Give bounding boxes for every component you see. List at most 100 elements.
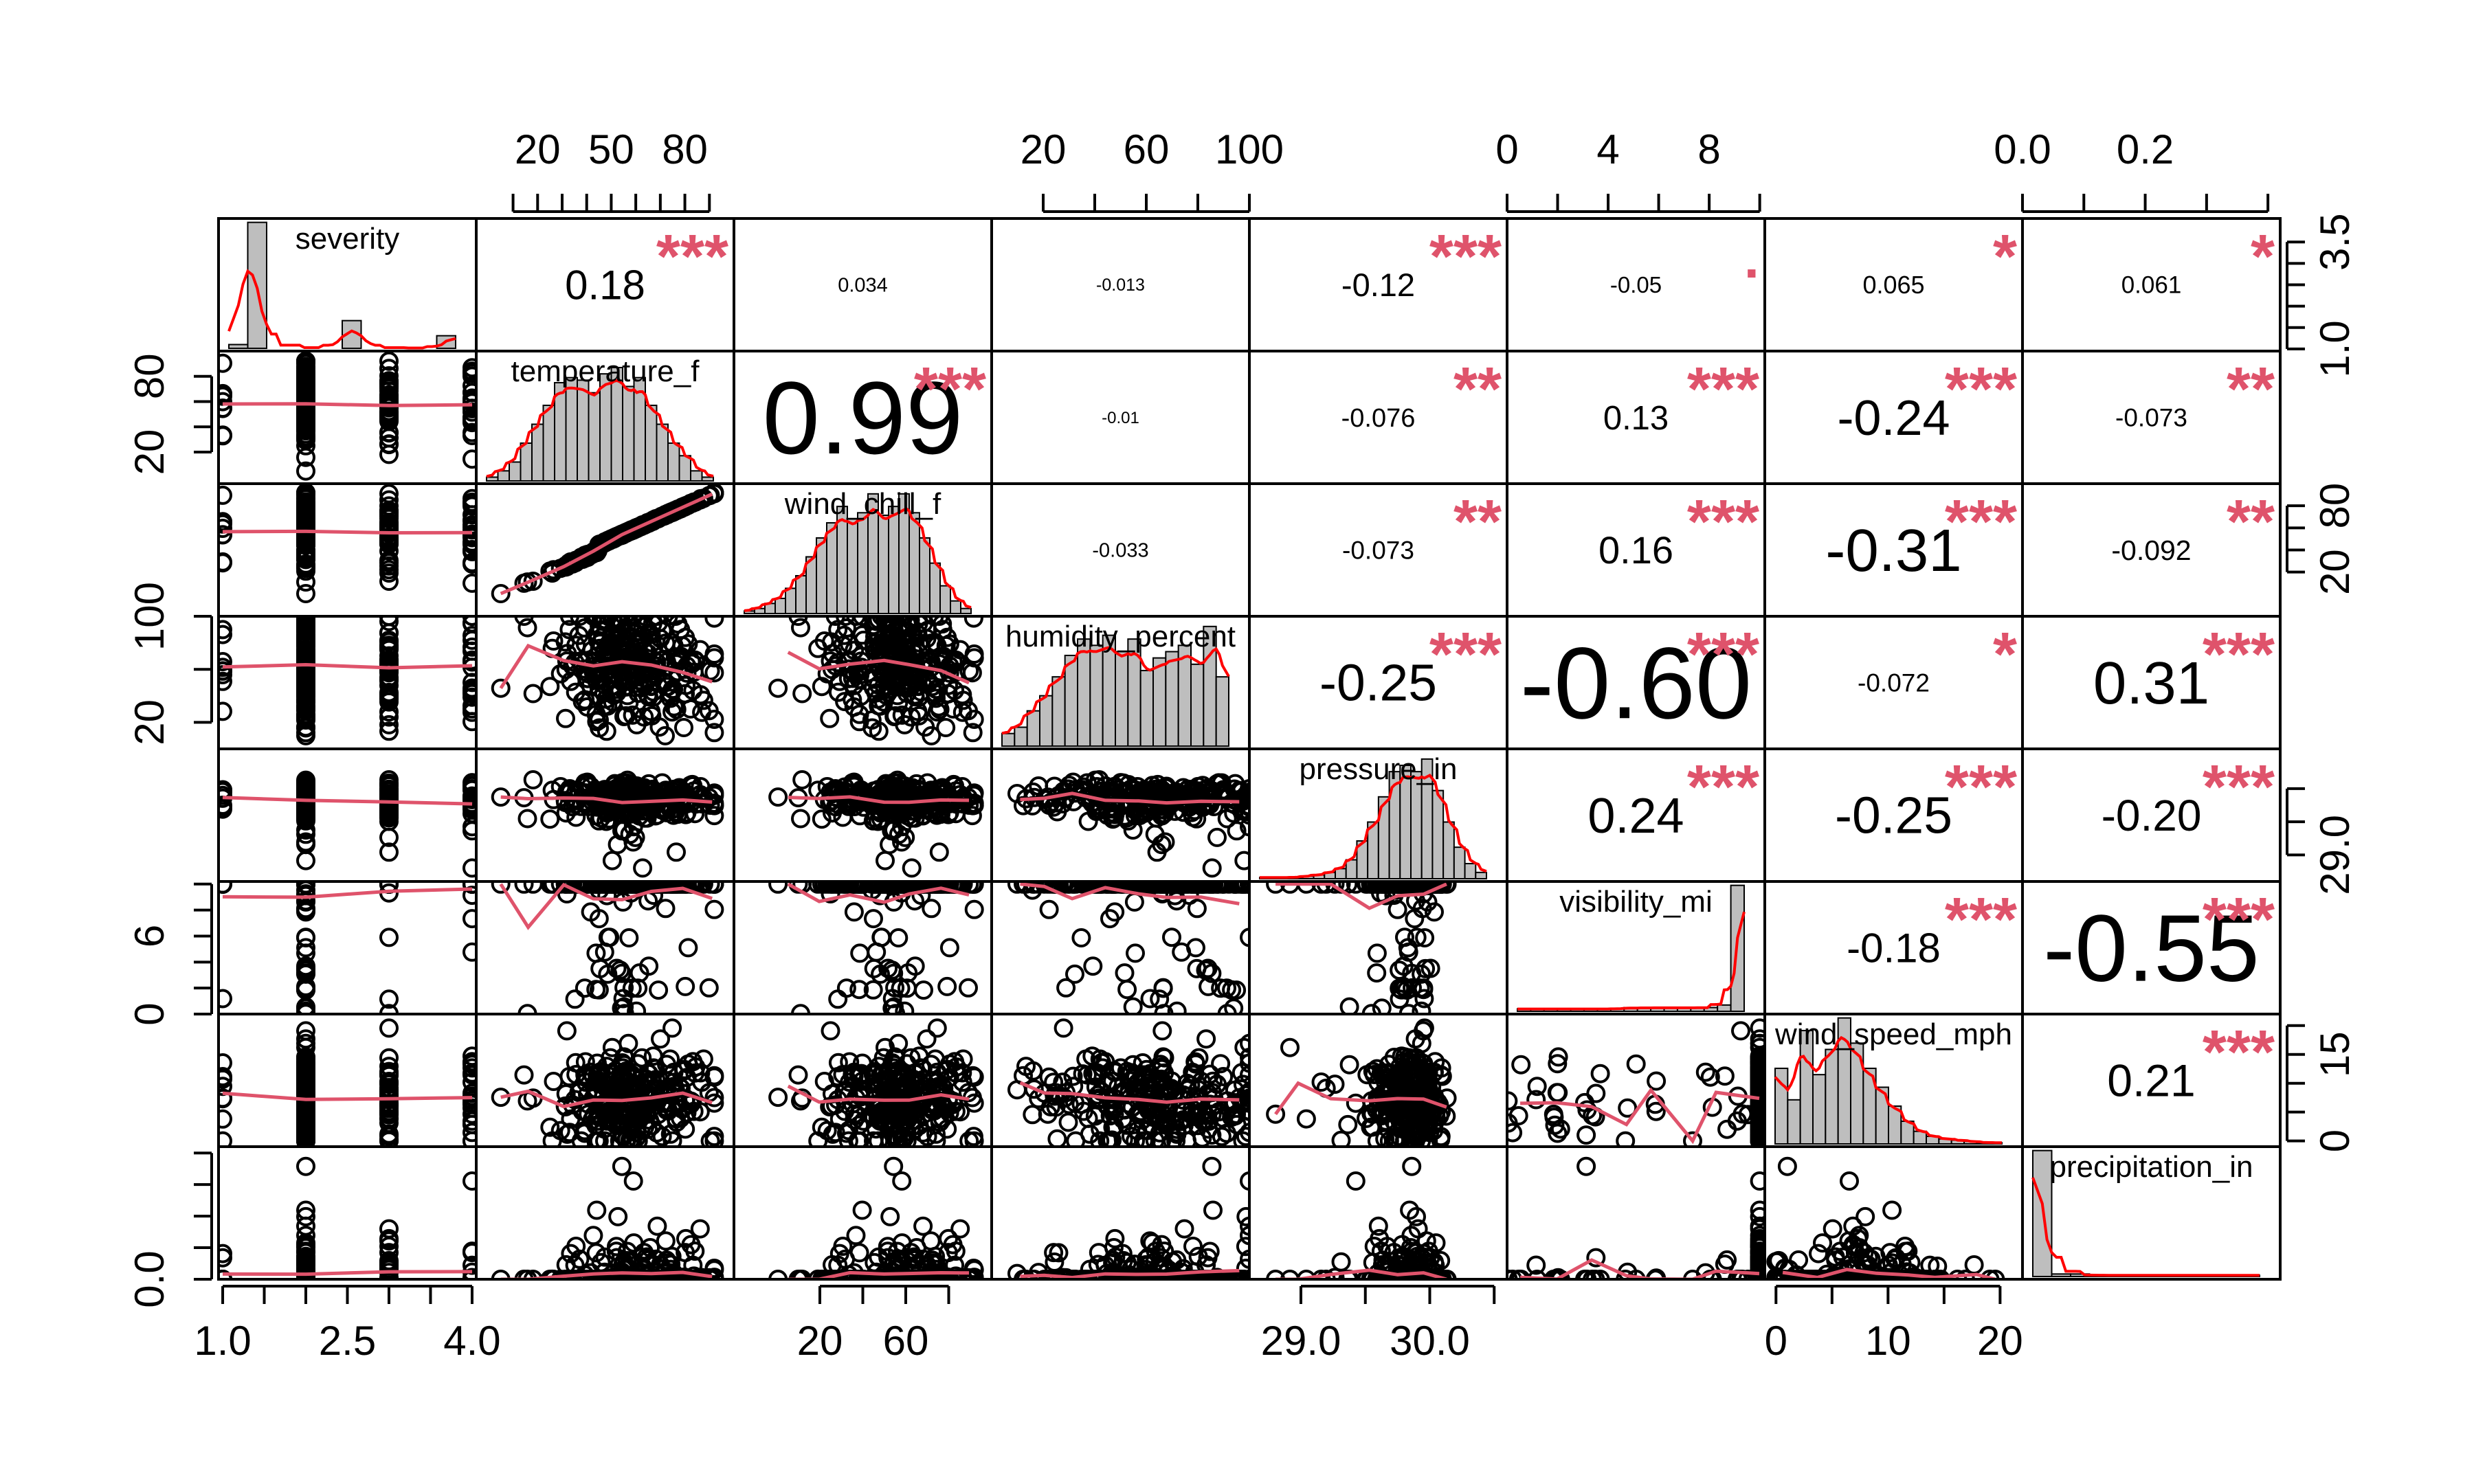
panel-5-1: [476, 876, 734, 1022]
panel-1-0: [214, 351, 480, 484]
scatter-point: [214, 991, 231, 1007]
smooth-line: [223, 1093, 472, 1099]
scatter-point: [960, 980, 977, 996]
panel-border: [219, 749, 476, 881]
panel-border: [219, 351, 476, 484]
scatter-points: [770, 876, 983, 1022]
correlation-value: -0.072: [1858, 668, 1930, 697]
histogram-bar: [889, 506, 899, 614]
panel-5-4: [1249, 876, 1507, 1022]
significance-stars: ***: [1429, 223, 1502, 291]
significance-stars: *: [2251, 223, 2275, 291]
histogram-bar: [950, 601, 961, 614]
scatter-point: [941, 939, 958, 956]
scatter-point: [1041, 901, 1058, 918]
variable-label-wind_chill_f: wind_chill_f: [784, 487, 941, 521]
panel-4-0: [214, 749, 480, 881]
scatter-point: [790, 1067, 807, 1083]
panel-border: [219, 1014, 476, 1147]
scatter-points: [493, 608, 723, 744]
scatter-point: [851, 945, 868, 961]
scatter-point: [1155, 980, 1172, 997]
histogram-bar: [827, 523, 837, 614]
histogram-bar: [930, 563, 940, 614]
scatter-point: [868, 944, 884, 960]
smooth-line: [223, 798, 472, 804]
significance-stars: ***: [2203, 753, 2275, 822]
scatter-point: [821, 710, 838, 727]
correlation-value: -0.12: [1341, 267, 1415, 303]
histogram-bar: [1166, 651, 1178, 746]
scatter-point: [792, 620, 809, 636]
scatter-point: [464, 451, 480, 467]
scatter-points: [214, 484, 480, 602]
panel-5-2: [734, 876, 992, 1022]
scatter-point: [214, 355, 231, 372]
scatter-point: [525, 686, 542, 702]
scatter-point: [516, 1067, 533, 1083]
scatter-point: [214, 1111, 231, 1127]
significance-stars: ***: [1687, 355, 1759, 424]
scatter-point: [919, 1031, 935, 1047]
significance-stars: ***: [2203, 620, 2275, 689]
scatter-point: [915, 982, 932, 998]
scatter-point: [559, 1022, 575, 1039]
histogram-bar: [775, 598, 785, 614]
histogram-bar: [1465, 864, 1476, 879]
variable-label-pressure_in: pressure_in: [1300, 752, 1458, 786]
scatter-point: [939, 978, 955, 995]
histogram-bar: [1411, 772, 1422, 879]
panel-3-1: [476, 608, 734, 749]
significance-stars: *: [1993, 620, 2017, 689]
histogram-bar: [657, 424, 669, 481]
scatter-point: [846, 903, 862, 920]
significance-stars: **: [1453, 355, 1502, 424]
scatter-point: [1204, 859, 1221, 876]
scatter-points: [1267, 876, 1456, 1022]
smooth-line: [223, 889, 472, 897]
density-curve: [1517, 912, 1744, 1009]
histogram-bar: [1014, 727, 1027, 746]
scatter-point: [464, 859, 480, 876]
scatter-point: [520, 620, 536, 636]
scatter-points: [493, 1020, 723, 1149]
smooth-line: [223, 665, 472, 668]
variable-label-temperature_f: temperature_f: [511, 355, 700, 388]
histogram-bar: [1040, 696, 1052, 746]
histogram-bar: [1078, 639, 1090, 746]
scatter-points: [214, 353, 480, 480]
scatter-point: [904, 859, 920, 876]
panel-border: [219, 881, 476, 1014]
scatter-points: [1009, 772, 1258, 876]
scatter-point: [604, 853, 621, 869]
panel-2-1: [476, 484, 734, 616]
scatter-point: [557, 710, 574, 727]
scatter-point: [792, 811, 809, 827]
correlation-value: 0.16: [1598, 528, 1673, 572]
histogram-bar: [691, 471, 702, 481]
scatter-points: [1009, 876, 1258, 1022]
correlation-value: 0.034: [838, 275, 888, 297]
scatter-point: [706, 610, 722, 627]
scatter-point: [877, 853, 893, 869]
correlation-value: 0.31: [2093, 650, 2209, 717]
histogram-bar: [577, 380, 589, 481]
significance-stars: ***: [914, 355, 986, 424]
histogram-bar: [1052, 677, 1065, 746]
histogram-bar: [1115, 651, 1128, 746]
scatter-points: [770, 772, 983, 876]
scatter-point: [1368, 965, 1385, 981]
histogram-bar: [1090, 645, 1102, 746]
scatter-point: [1126, 894, 1143, 910]
scatter-point: [1073, 930, 1089, 946]
scatter-points: [493, 484, 723, 602]
significance-stars: ***: [1945, 886, 2017, 954]
histogram-bar: [816, 538, 827, 614]
scatter-point: [652, 1031, 669, 1047]
scatter-points: [214, 1020, 480, 1149]
scatter-point: [464, 910, 480, 927]
scatter-point: [542, 811, 558, 827]
histogram-bar: [623, 386, 634, 481]
scatter-points: [214, 772, 480, 876]
correlation-value: -0.076: [1341, 404, 1416, 433]
